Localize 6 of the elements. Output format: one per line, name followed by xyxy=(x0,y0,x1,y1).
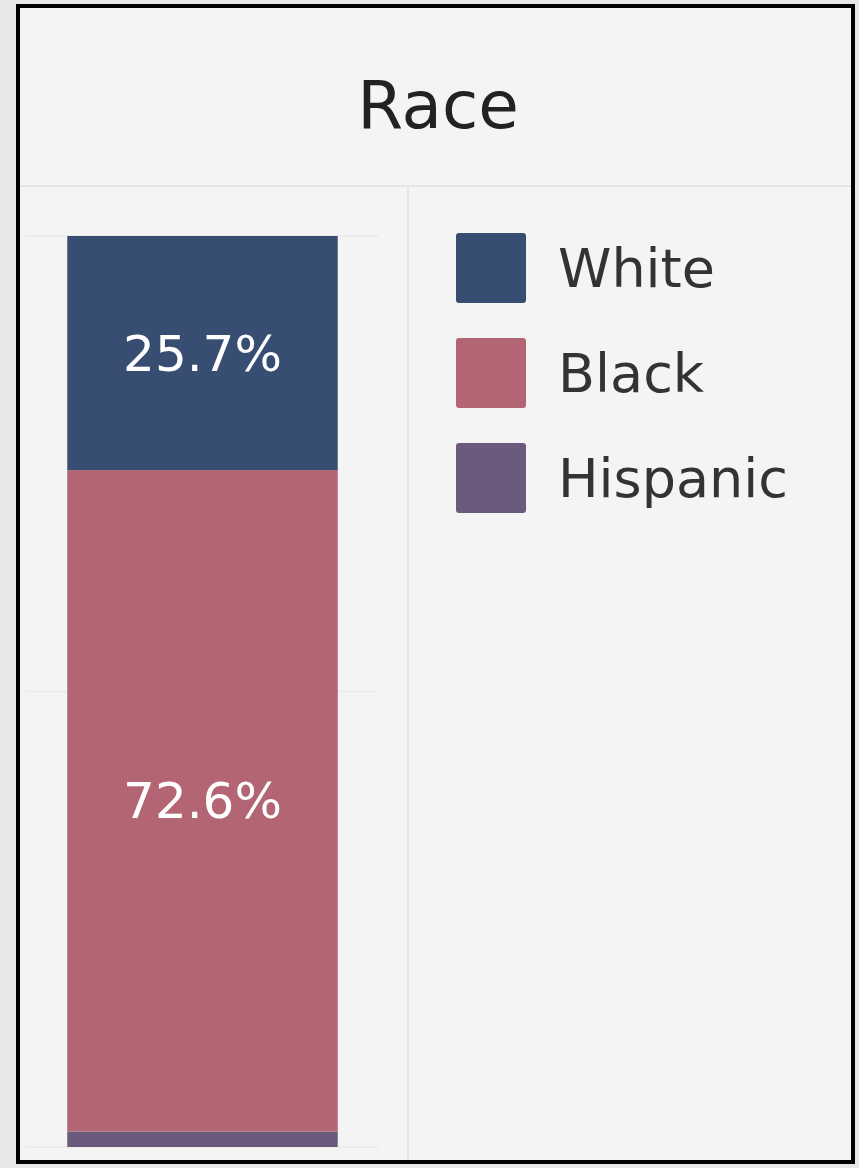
legend-label: Black xyxy=(558,341,705,405)
legend-label: White xyxy=(558,236,716,300)
legend-label: Hispanic xyxy=(558,446,789,510)
data-label: 25.7% xyxy=(123,324,282,383)
chart-title: Race xyxy=(357,67,519,144)
data-label: 72.6% xyxy=(123,772,282,831)
